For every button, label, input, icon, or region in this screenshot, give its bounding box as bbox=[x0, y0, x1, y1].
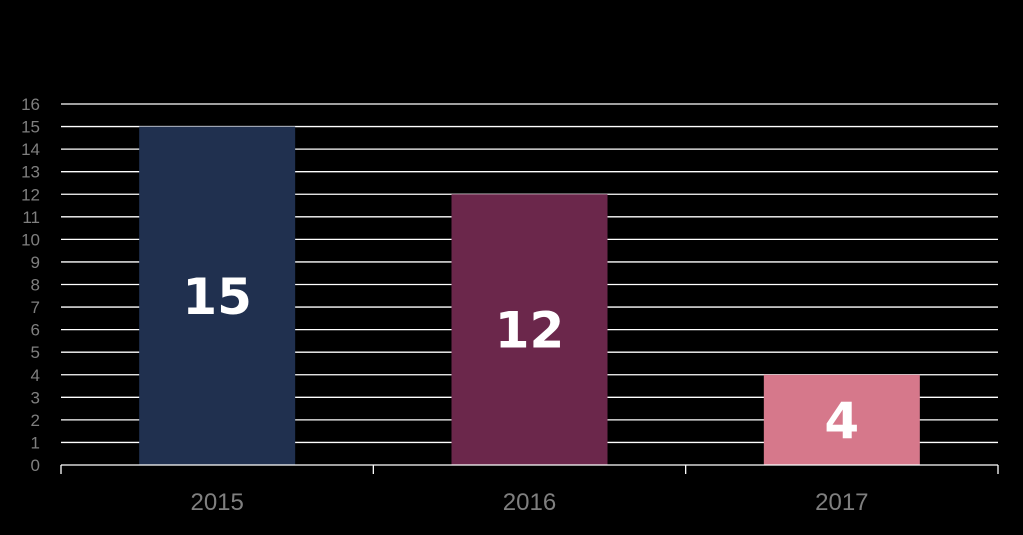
y-tick-label: 7 bbox=[31, 298, 40, 317]
x-tick-label: 2017 bbox=[815, 489, 868, 516]
data-label: 12 bbox=[495, 302, 565, 360]
bar-2017 bbox=[763, 374, 920, 465]
x-tick-label: 2015 bbox=[190, 489, 243, 516]
y-tick-label: 10 bbox=[21, 230, 40, 249]
bars bbox=[139, 126, 920, 465]
y-tick-label: 15 bbox=[21, 118, 40, 137]
y-tick-label: 11 bbox=[22, 208, 40, 227]
y-tick-label: 4 bbox=[31, 366, 40, 385]
bar-2016 bbox=[451, 194, 608, 465]
y-tick-label: 2 bbox=[31, 411, 40, 430]
y-tick-label: 14 bbox=[21, 140, 40, 159]
y-tick-label: 12 bbox=[21, 185, 40, 204]
y-tick-label: 16 bbox=[21, 95, 40, 114]
y-tick-label: 0 bbox=[31, 456, 40, 475]
y-tick-label: 1 bbox=[31, 433, 40, 452]
y-tick-label: 8 bbox=[31, 276, 40, 295]
y-tick-label: 5 bbox=[31, 343, 40, 362]
y-tick-label: 9 bbox=[31, 253, 40, 272]
bar-2015 bbox=[139, 126, 296, 465]
data-labels: 15 12 4 bbox=[182, 268, 859, 450]
x-tick-label: 2016 bbox=[503, 489, 556, 516]
data-label: 15 bbox=[182, 268, 252, 326]
y-tick-label: 13 bbox=[21, 163, 40, 182]
data-label: 4 bbox=[824, 392, 859, 450]
x-axis: 2015 2016 2017 bbox=[60, 464, 999, 516]
y-tick-label: 6 bbox=[31, 321, 40, 340]
y-tick-label: 3 bbox=[31, 388, 40, 407]
